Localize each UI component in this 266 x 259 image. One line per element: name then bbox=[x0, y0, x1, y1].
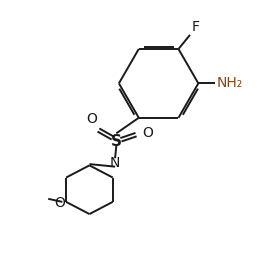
Text: O: O bbox=[86, 112, 97, 126]
Text: N: N bbox=[110, 156, 120, 170]
Text: S: S bbox=[111, 134, 122, 148]
Text: O: O bbox=[54, 196, 65, 210]
Text: NH₂: NH₂ bbox=[216, 76, 243, 90]
Text: O: O bbox=[143, 126, 153, 140]
Text: F: F bbox=[192, 20, 200, 34]
